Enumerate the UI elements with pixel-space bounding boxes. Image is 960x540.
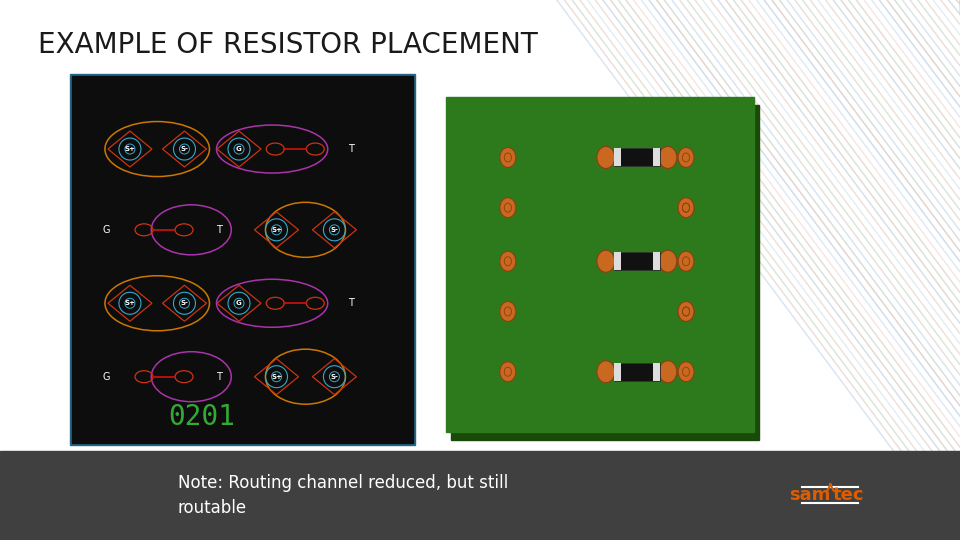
- Ellipse shape: [678, 198, 694, 218]
- Ellipse shape: [500, 147, 516, 167]
- Ellipse shape: [678, 301, 694, 321]
- Bar: [653, 252, 660, 270]
- Ellipse shape: [678, 251, 694, 271]
- Bar: [613, 363, 660, 381]
- Text: tec: tec: [832, 487, 864, 504]
- Text: S+: S+: [125, 146, 135, 152]
- Text: T: T: [348, 298, 354, 308]
- Bar: [613, 148, 660, 166]
- Ellipse shape: [597, 250, 614, 272]
- Text: sam: sam: [789, 487, 830, 504]
- Ellipse shape: [500, 301, 516, 321]
- Bar: [613, 252, 621, 270]
- Ellipse shape: [678, 362, 694, 382]
- Ellipse shape: [597, 146, 614, 168]
- Ellipse shape: [678, 198, 694, 218]
- Ellipse shape: [659, 361, 677, 383]
- Text: T: T: [348, 144, 354, 154]
- Text: T: T: [216, 372, 222, 382]
- Ellipse shape: [500, 362, 516, 382]
- Bar: [72, 76, 413, 443]
- Bar: [70, 73, 415, 445]
- Text: G: G: [103, 225, 109, 235]
- Ellipse shape: [500, 198, 516, 218]
- Bar: [613, 252, 660, 270]
- Ellipse shape: [659, 146, 677, 168]
- Ellipse shape: [500, 251, 516, 271]
- Text: G: G: [236, 300, 242, 306]
- Text: Note: Routing channel reduced, but still
routable: Note: Routing channel reduced, but still…: [178, 474, 508, 517]
- Text: S-: S-: [180, 300, 188, 306]
- Ellipse shape: [597, 361, 614, 383]
- Ellipse shape: [659, 250, 677, 272]
- Text: S-: S-: [330, 374, 338, 380]
- Bar: [451, 105, 758, 440]
- Ellipse shape: [678, 147, 694, 167]
- Text: G: G: [236, 146, 242, 152]
- Bar: [653, 363, 660, 381]
- Text: S-: S-: [330, 227, 338, 233]
- Ellipse shape: [678, 301, 694, 321]
- Bar: [613, 363, 621, 381]
- Bar: [446, 97, 754, 432]
- Text: EXAMPLE OF RESISTOR PLACEMENT: EXAMPLE OF RESISTOR PLACEMENT: [38, 31, 539, 59]
- Bar: [0, 451, 960, 540]
- Bar: [653, 148, 660, 166]
- Text: S-: S-: [180, 146, 188, 152]
- Text: T: T: [216, 225, 222, 235]
- Text: 0201: 0201: [168, 403, 235, 431]
- Text: S+: S+: [271, 374, 282, 380]
- Text: S+: S+: [125, 300, 135, 306]
- Text: S+: S+: [271, 227, 282, 233]
- Text: G: G: [103, 372, 109, 382]
- Bar: [613, 148, 621, 166]
